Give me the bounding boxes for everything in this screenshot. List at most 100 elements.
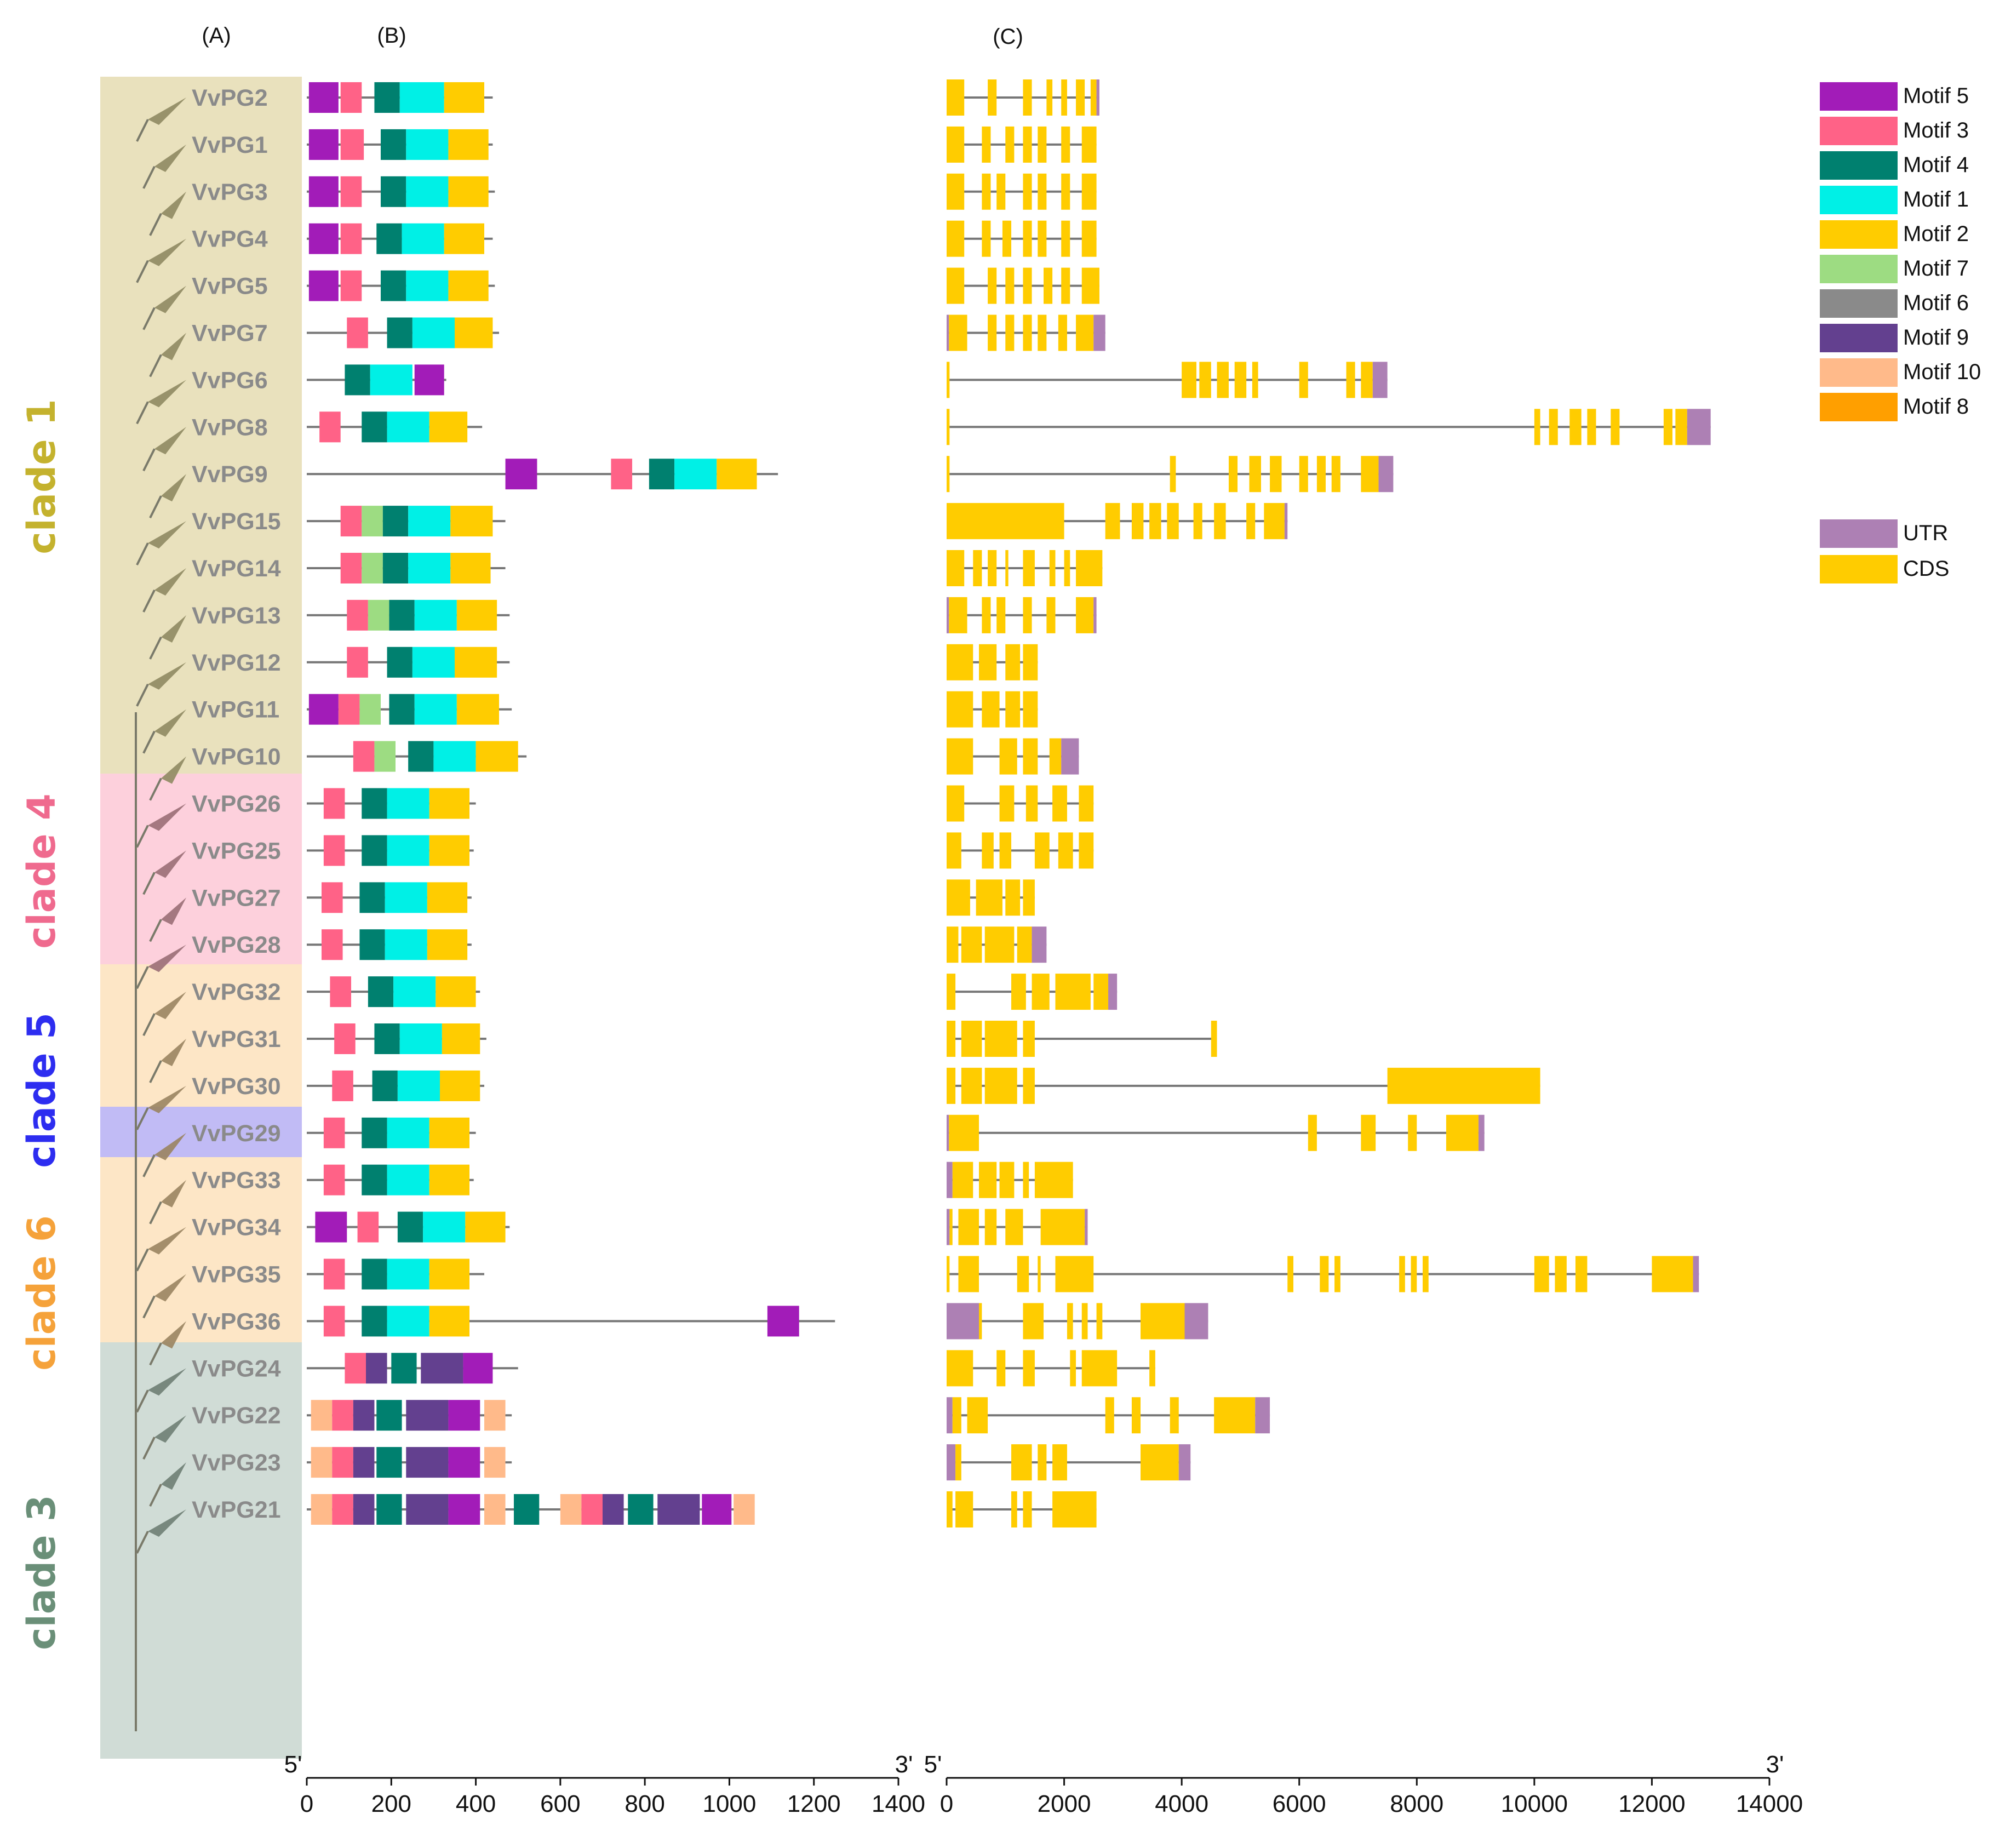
motif-4-box — [391, 1353, 417, 1384]
tree-edge — [149, 777, 162, 801]
motif-1-box — [387, 411, 429, 443]
motif-4-box — [362, 835, 387, 866]
motif-2-box — [717, 459, 757, 490]
tree-branch — [148, 238, 186, 266]
motif-4-box — [376, 223, 402, 254]
cds-block — [1167, 503, 1179, 540]
motif-2-box — [475, 741, 518, 772]
cds-block — [947, 550, 965, 586]
motif-10-box — [484, 1400, 506, 1431]
cds-block — [1214, 503, 1226, 540]
cds-block — [1061, 220, 1070, 257]
cds-block — [988, 267, 997, 304]
tree-edge — [149, 354, 162, 377]
cds-block — [947, 1067, 956, 1104]
motif-3-box — [338, 694, 360, 725]
cds-block — [1193, 503, 1202, 540]
legend-label-motif-10: Motif 10 — [1903, 360, 1981, 384]
cds-block — [961, 1067, 982, 1104]
axis-c-left-end: 5' — [924, 1751, 942, 1778]
utr-block — [947, 1162, 953, 1198]
tree-edge — [142, 872, 156, 895]
utr-block — [1687, 409, 1711, 445]
cds-block — [1141, 1303, 1185, 1340]
motif-5-box — [702, 1494, 732, 1525]
utr-block — [1284, 503, 1288, 540]
cds-block — [947, 926, 959, 963]
motif-2-box — [450, 506, 493, 537]
tree-edge — [136, 683, 149, 707]
motif-10-box — [311, 1400, 333, 1431]
clade-label-5: clade 5 — [19, 1012, 64, 1168]
cds-block — [1611, 409, 1620, 445]
motif-4-box — [387, 317, 412, 348]
cds-block — [1316, 456, 1326, 493]
utr-block — [947, 314, 949, 351]
motif-3-box — [581, 1494, 603, 1525]
motif-4-box — [389, 694, 415, 725]
motif-9-box — [353, 1494, 375, 1525]
motif-1-box — [414, 694, 457, 725]
clade-label-1: clade 1 — [19, 399, 64, 554]
cds-block — [1076, 550, 1103, 586]
motif-2-box — [436, 976, 476, 1008]
cds-block — [947, 456, 950, 493]
cds-block — [1361, 362, 1373, 398]
cds-block — [961, 926, 982, 963]
tree-branch — [148, 1085, 186, 1113]
cds-block — [1049, 550, 1056, 586]
gene-name: VvPG5 — [192, 273, 268, 300]
cds-block — [1038, 173, 1047, 210]
axis-c-tick-label: 4000 — [1155, 1790, 1208, 1817]
cds-block — [952, 1397, 961, 1434]
utr-block — [1085, 1209, 1088, 1245]
cds-block — [1005, 550, 1009, 586]
gene-name: VvPG34 — [192, 1215, 281, 1241]
cds-block — [1005, 691, 1021, 728]
motif-2-box — [427, 882, 468, 913]
cds-block — [947, 362, 950, 398]
cds-block — [996, 597, 1006, 633]
cds-block — [1149, 1350, 1155, 1387]
cds-block — [1076, 597, 1094, 633]
axis-b-tick-label: 1400 — [872, 1790, 925, 1817]
axis-c-tick-label: 6000 — [1273, 1790, 1326, 1817]
motif-1-box — [385, 882, 427, 913]
cds-block — [1052, 785, 1067, 822]
motif-4-box — [649, 459, 675, 490]
clade-label-6: clade 6 — [19, 1215, 64, 1370]
tree-branch — [154, 568, 186, 596]
legend-label-motif-4: Motif 4 — [1903, 153, 1969, 177]
tree-edge — [136, 1107, 149, 1130]
motif-4-box — [362, 1117, 387, 1148]
cds-block — [1023, 1067, 1035, 1104]
legend-label-utr: UTR — [1903, 521, 1948, 545]
cds-block — [982, 691, 1000, 728]
cds-block — [1023, 738, 1038, 775]
axis-c-tick-label: 10000 — [1501, 1790, 1568, 1817]
motif-2-box — [448, 176, 489, 207]
legend: Motif 5 Motif 3 Motif 4 Motif 1 Motif 2 Motif… — [1820, 82, 1981, 583]
motif-3-box — [332, 1070, 353, 1101]
motif-3-box — [345, 1353, 366, 1384]
cds-block — [1052, 1491, 1097, 1527]
utr-block — [947, 1397, 953, 1434]
cds-block — [1038, 1444, 1047, 1481]
motif-1-box — [387, 1306, 429, 1337]
motif-9-box — [603, 1494, 624, 1525]
cds-block — [999, 785, 1015, 822]
clade-4-band — [100, 774, 302, 964]
axes: 0 200 400 600 800 1000 1200 1400 5' 3' 0 2000 4000 60… — [284, 1751, 1803, 1817]
cds-block — [1663, 409, 1672, 445]
cds-block — [1023, 1350, 1035, 1387]
motif-3-box — [332, 1494, 353, 1525]
cds-block — [1211, 1021, 1217, 1057]
motif-1-box — [399, 82, 444, 113]
cds-block — [955, 1491, 973, 1527]
cds-block — [1081, 1303, 1088, 1340]
motif-9-box — [366, 1353, 387, 1384]
cds-block — [999, 738, 1017, 775]
cds-block — [1408, 1114, 1417, 1151]
motif-1-box — [393, 976, 436, 1008]
cds-block — [1081, 1350, 1118, 1387]
